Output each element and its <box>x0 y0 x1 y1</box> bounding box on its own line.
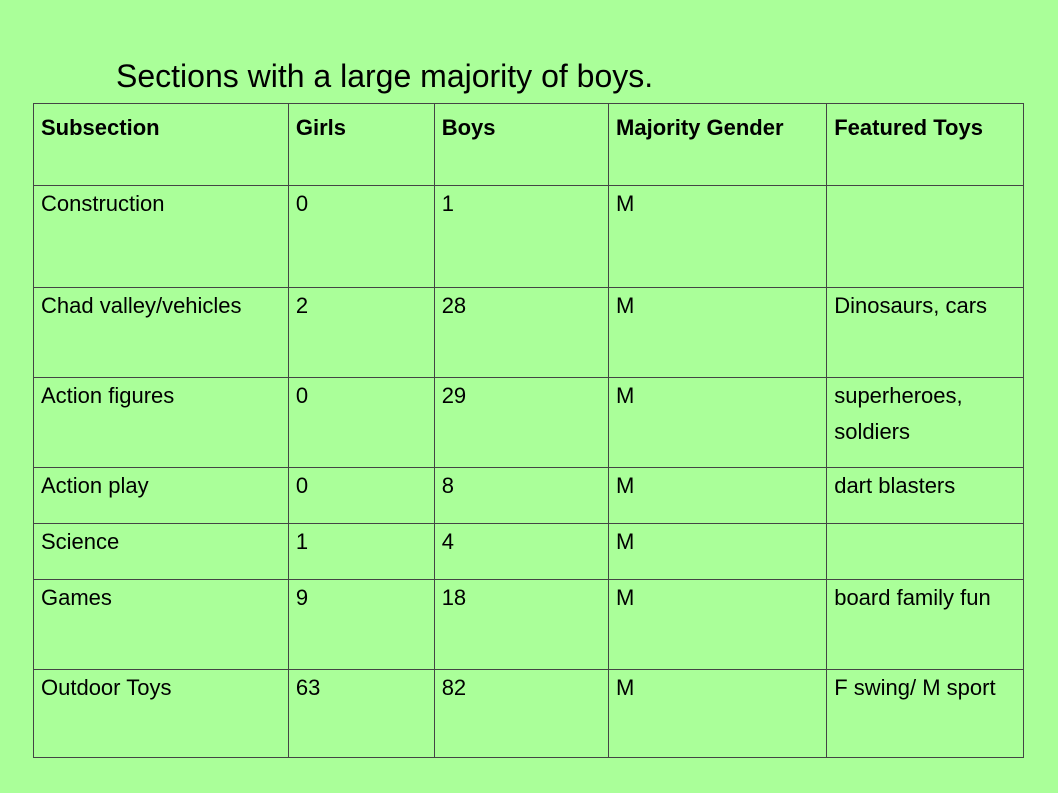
cell-majority-gender: M <box>608 287 828 378</box>
header-majority-gender: Majority Gender <box>608 103 828 186</box>
header-boys: Boys <box>433 103 610 186</box>
cell-subsection: Action figures <box>33 377 289 468</box>
header-featured-toys: Featured Toys <box>826 103 1024 186</box>
table-row: Science 1 4 M <box>33 523 1024 580</box>
cell-majority-gender: M <box>608 377 828 468</box>
table-row: Outdoor Toys 63 82 M F swing/ M sport <box>33 669 1024 758</box>
cell-boys: 18 <box>433 579 610 670</box>
cell-featured-toys <box>826 185 1024 288</box>
header-subsection: Subsection <box>33 103 289 186</box>
table-row: Chad valley/vehicles 2 28 M Dinosaurs, cars <box>33 287 1024 378</box>
cell-featured-toys: Dinosaurs, cars <box>826 287 1024 378</box>
cell-featured-toys: F swing/ M sport <box>826 669 1024 758</box>
cell-subsection: Action play <box>33 467 289 524</box>
cell-girls: 63 <box>287 669 435 758</box>
cell-boys: 8 <box>433 467 610 524</box>
cell-subsection: Outdoor Toys <box>33 669 289 758</box>
cell-girls: 9 <box>287 579 435 670</box>
cell-girls: 1 <box>287 523 435 580</box>
cell-featured-toys: dart blasters <box>826 467 1024 524</box>
cell-featured-toys: board family fun <box>826 579 1024 670</box>
cell-majority-gender: M <box>608 185 828 288</box>
cell-majority-gender: M <box>608 579 828 670</box>
page-title: Sections with a large majority of boys. <box>116 58 654 94</box>
cell-subsection: Science <box>33 523 289 580</box>
header-girls: Girls <box>287 103 435 186</box>
table-row: Construction 0 1 M <box>33 185 1024 288</box>
cell-subsection: Chad valley/vehicles <box>33 287 289 378</box>
cell-girls: 0 <box>287 377 435 468</box>
cell-boys: 29 <box>433 377 610 468</box>
cell-boys: 1 <box>433 185 610 288</box>
cell-featured-toys: superheroes, soldiers <box>826 377 1024 468</box>
cell-boys: 82 <box>433 669 610 758</box>
table-header-row: Subsection Girls Boys Majority Gender Featur… <box>33 103 1024 186</box>
cell-girls: 2 <box>287 287 435 378</box>
cell-majority-gender: M <box>608 467 828 524</box>
cell-girls: 0 <box>287 185 435 288</box>
cell-subsection: Construction <box>33 185 289 288</box>
cell-featured-toys <box>826 523 1024 580</box>
cell-boys: 28 <box>433 287 610 378</box>
cell-majority-gender: M <box>608 669 828 758</box>
cell-majority-gender: M <box>608 523 828 580</box>
gender-sections-table: Subsection Girls Boys Majority Gender Featur… <box>33 103 1024 758</box>
cell-boys: 4 <box>433 523 610 580</box>
cell-girls: 0 <box>287 467 435 524</box>
cell-subsection: Games <box>33 579 289 670</box>
